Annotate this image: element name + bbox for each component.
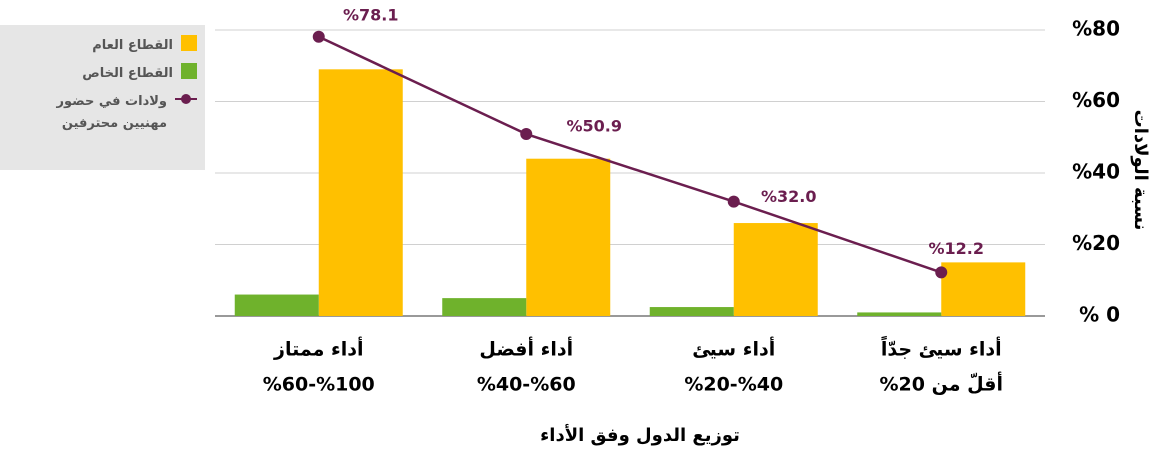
y-axis-title: نسبة الولادات <box>1130 110 1151 231</box>
bar <box>857 312 942 316</box>
bar <box>526 158 611 316</box>
bar <box>234 294 319 316</box>
data-label: %50.9 <box>566 117 622 136</box>
legend-item: القطاع الخاص <box>82 63 197 85</box>
x-axis-title: توزيع الدول وفق الأداء <box>540 424 740 446</box>
bar <box>941 262 1026 316</box>
legend-item: ولادات في حضور مهنيين محترفين <box>37 91 197 135</box>
line-point <box>312 30 325 43</box>
y-tick-label: %80 <box>1072 17 1120 41</box>
y-tick-label: %40 <box>1072 160 1120 184</box>
legend: القطاع العام القطاع الخاص ولادات في حضور م… <box>0 25 205 170</box>
x-tick-label: أداء سيئ <box>692 337 775 361</box>
y-tick-label: %60 <box>1072 88 1120 112</box>
x-tick-label: أداء ممتاز <box>273 337 363 361</box>
line-point <box>520 128 533 141</box>
line-point <box>935 266 948 279</box>
data-label: %12.2 <box>928 239 984 258</box>
legend-swatch <box>181 63 197 79</box>
line-point <box>727 195 740 208</box>
bar <box>733 223 818 316</box>
data-label: %32.0 <box>761 187 817 206</box>
legend-swatch <box>175 91 197 107</box>
x-tick-label: أقلّ من 20% <box>879 372 1003 396</box>
x-tick-label: أداء سيئ جدّاً <box>881 335 1002 360</box>
legend-label: ولادات في حضور مهنيين محترفين <box>56 94 167 131</box>
line <box>318 35 942 274</box>
bar <box>442 298 527 316</box>
y-tick-label: % 0 <box>1079 303 1120 327</box>
x-tick-label: أداء أفضل <box>479 337 573 361</box>
bar <box>318 69 403 316</box>
legend-item: القطاع العام <box>92 35 197 57</box>
data-label: %78.1 <box>343 5 399 24</box>
bar <box>649 307 734 316</box>
legend-swatch <box>181 35 197 51</box>
x-tick-label: %40-%20 <box>684 374 783 396</box>
x-tick-label: %100-%60 <box>263 374 375 396</box>
x-tick-label: %60-%40 <box>477 374 576 396</box>
legend-label: القطاع العام <box>92 38 173 53</box>
legend-label: القطاع الخاص <box>82 66 173 81</box>
y-tick-label: %20 <box>1072 231 1120 255</box>
